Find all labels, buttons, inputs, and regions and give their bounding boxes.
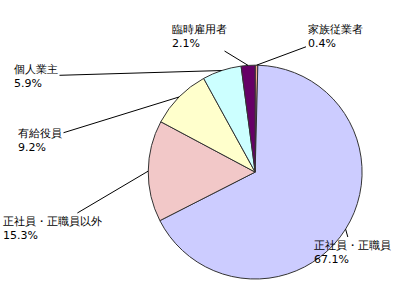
svg-text:家族従業者0.4%: 家族従業者0.4% xyxy=(308,23,363,50)
svg-text:臨時雇用者2.1%: 臨時雇用者2.1% xyxy=(172,23,227,50)
svg-text:正社員・正職員67.1%: 正社員・正職員67.1% xyxy=(314,239,391,266)
svg-text:個人業主5.9%: 個人業主5.9% xyxy=(14,63,58,90)
svg-text:正社員・正職員以外15.3%: 正社員・正職員以外15.3% xyxy=(3,215,102,242)
svg-text:有給役員9.2%: 有給役員9.2% xyxy=(18,127,62,154)
